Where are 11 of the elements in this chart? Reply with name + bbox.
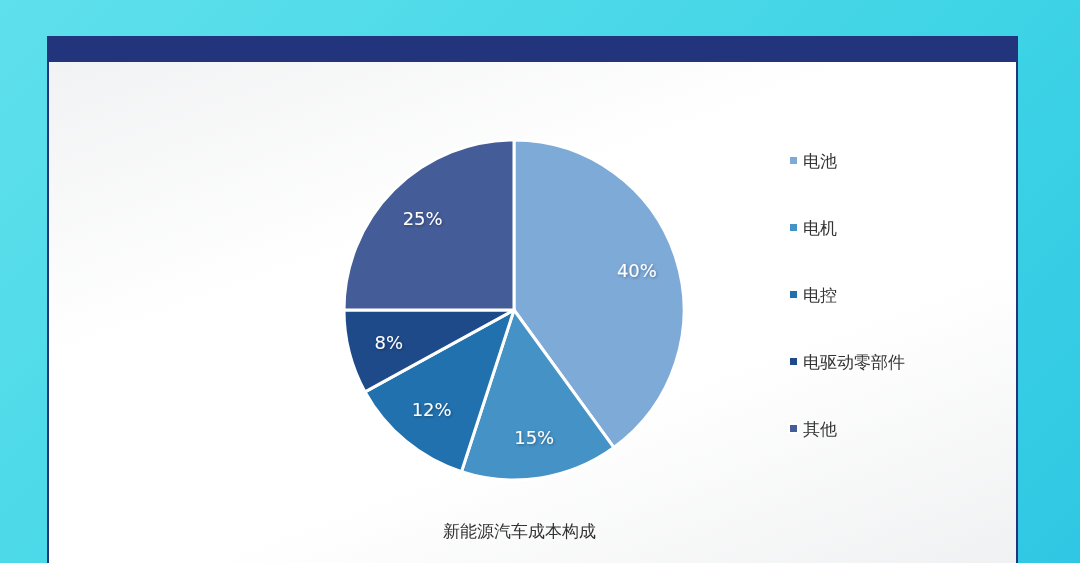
data-label: 40% bbox=[616, 259, 657, 281]
legend-label: 电驱动零部件 bbox=[803, 351, 905, 372]
data-label: 25% bbox=[402, 208, 443, 230]
data-label: 12% bbox=[411, 399, 452, 421]
legend-label: 电控 bbox=[803, 284, 837, 305]
text: 新能源汽车成本构成 bbox=[442, 520, 596, 541]
data-label: 15% bbox=[514, 427, 555, 449]
legend-label: 电机 bbox=[803, 217, 837, 238]
legend-label: 其他 bbox=[803, 418, 837, 439]
data-label: 8% bbox=[374, 331, 404, 353]
legend-label: 电池 bbox=[803, 150, 837, 171]
